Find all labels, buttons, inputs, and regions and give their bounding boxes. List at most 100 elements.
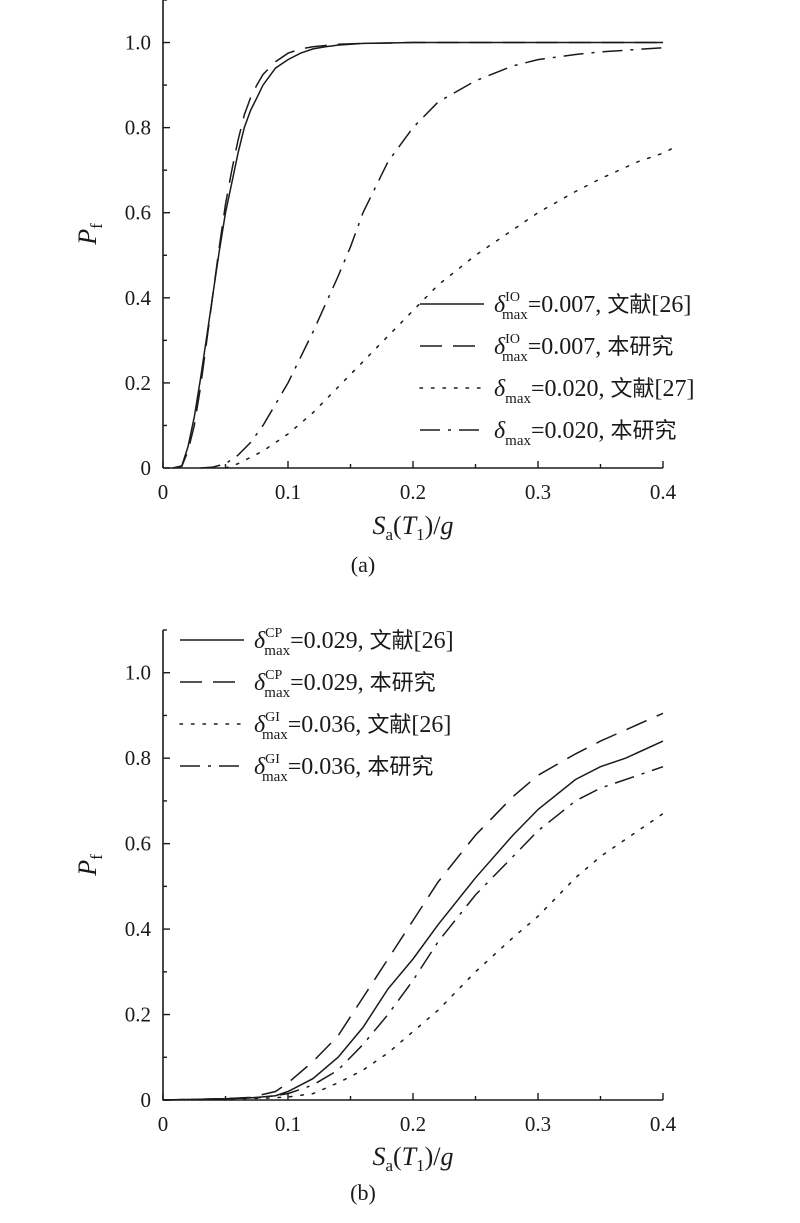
- y-tick-label: 0.2: [125, 371, 151, 395]
- legend-subscript: max: [262, 727, 288, 743]
- y-label-subscript: f: [87, 854, 106, 860]
- x-label-var-subscript: 1: [416, 1156, 425, 1175]
- y-tick-label: 0: [141, 1088, 152, 1112]
- x-axis-label: Sa(T1)/g: [372, 511, 453, 544]
- y-axis-label: Pf: [73, 223, 106, 246]
- x-label-var-subscript: 1: [416, 525, 425, 544]
- legend-superscript: GI: [265, 752, 280, 767]
- y-tick-label: 1.0: [125, 31, 151, 55]
- legend-subscript: max: [264, 685, 290, 701]
- legend-entry: δIO max=0.007, 本研究: [494, 332, 673, 365]
- legend-subscript: max: [502, 349, 528, 365]
- legend-value: =0.029,: [290, 670, 370, 696]
- panel-label: (a): [351, 552, 375, 577]
- y-label-subscript: f: [87, 223, 106, 229]
- x-label-main: S: [372, 511, 385, 540]
- legend-reference: [27]: [655, 376, 695, 402]
- x-label-paren: (: [393, 511, 402, 540]
- y-label-main: P: [73, 860, 102, 877]
- y-tick-label: 0.4: [125, 917, 152, 941]
- legend-reference: [26]: [411, 712, 451, 738]
- x-label-main: S: [372, 1142, 385, 1171]
- legend-value: =0.007,: [528, 292, 608, 318]
- y-tick-label: 1.0: [125, 661, 151, 685]
- legend: δIO max=0.007, 文献[26]δIO max=0.007, 本研究δma…: [419, 290, 695, 449]
- legend-symbol: δ: [494, 334, 506, 360]
- legend-entry: δCP max=0.029, 文献[26]: [254, 626, 454, 659]
- legend-value: =0.020,: [531, 376, 611, 402]
- y-tick-label: 0.6: [125, 201, 151, 225]
- x-tick-label: 0.3: [525, 480, 551, 504]
- legend-symbol: δ: [254, 712, 266, 738]
- legend-entry: δGI max=0.036, 文献[26]: [254, 710, 451, 743]
- legend-symbol: δ: [494, 376, 506, 402]
- series-line-solid: [172, 41, 663, 469]
- series-line-dotted: [162, 812, 664, 1101]
- x-label-rest: )/: [425, 511, 442, 540]
- legend-entry: δIO max=0.007, 文献[26]: [494, 290, 691, 323]
- x-label-var: T: [402, 511, 418, 540]
- x-axis-label: Sa(T1)/g: [372, 1142, 453, 1175]
- legend-superscript: CP: [265, 626, 282, 641]
- legend-entry: δmax=0.020, 本研究: [494, 418, 677, 449]
- legend-source: 文献: [607, 293, 651, 318]
- legend-superscript: GI: [265, 710, 280, 725]
- x-label-tail: g: [441, 1142, 454, 1171]
- x-label-subscript: a: [385, 1156, 393, 1175]
- legend-source: 文献: [370, 629, 414, 654]
- series-line-dashdot: [162, 765, 664, 1101]
- legend-value: =0.020,: [531, 418, 611, 444]
- legend-symbol: δ: [254, 628, 266, 654]
- legend-subscript: max: [264, 643, 290, 659]
- x-tick-label: 0.2: [400, 480, 426, 504]
- legend-symbol: δ: [254, 670, 266, 696]
- y-tick-label: 0.4: [125, 286, 152, 310]
- legend-subscript: max: [505, 433, 531, 449]
- legend-entry: δCP max=0.029, 本研究: [254, 668, 436, 701]
- legend-value: =0.036,: [288, 712, 368, 738]
- x-label-subscript: a: [385, 525, 393, 544]
- legend-entry: δmax=0.020, 文献[27]: [494, 376, 695, 407]
- x-tick-label: 0: [158, 1112, 169, 1136]
- legend-subscript: max: [502, 307, 528, 323]
- legend-source: 本研究: [367, 755, 433, 780]
- legend-superscript: CP: [265, 668, 282, 683]
- x-tick-label: 0.3: [525, 1112, 551, 1136]
- x-tick-label: 0: [158, 480, 169, 504]
- legend-symbol: δ: [254, 754, 266, 780]
- legend-source: 本研究: [370, 671, 436, 696]
- legend-reference: [26]: [651, 292, 691, 318]
- y-tick-label: 0.2: [125, 1003, 151, 1027]
- legend-superscript: IO: [505, 332, 520, 347]
- x-label-paren: (: [393, 1142, 402, 1171]
- x-label-var: T: [402, 1142, 418, 1171]
- y-label-main: P: [73, 229, 102, 246]
- y-tick-label: 0.8: [125, 116, 151, 140]
- x-tick-label: 0.4: [650, 480, 677, 504]
- legend: δCP max=0.029, 文献[26]δCP max=0.029, 本研究δGI…: [179, 626, 454, 785]
- x-tick-label: 0.4: [650, 1112, 677, 1136]
- y-tick-label: 0.6: [125, 832, 151, 856]
- legend-source: 本研究: [611, 419, 677, 444]
- legend-subscript: max: [262, 769, 288, 785]
- legend-symbol: δ: [494, 418, 506, 444]
- legend-value: =0.029,: [290, 628, 370, 654]
- y-tick-label: 0: [141, 456, 152, 480]
- legend-value: =0.036,: [288, 754, 368, 780]
- legend-source: 本研究: [607, 335, 673, 360]
- legend-superscript: IO: [505, 290, 520, 305]
- series-line-dashdot: [200, 46, 664, 469]
- panel-label: (b): [350, 1180, 376, 1205]
- y-tick-label: 0.8: [125, 746, 151, 770]
- x-tick-label: 0.1: [275, 1112, 301, 1136]
- legend-subscript: max: [505, 391, 531, 407]
- y-axis-label: Pf: [73, 854, 106, 877]
- legend-source: 文献: [611, 377, 655, 402]
- legend-reference: [26]: [414, 628, 454, 654]
- legend-value: =0.007,: [528, 334, 608, 360]
- x-tick-label: 0.2: [400, 1112, 426, 1136]
- series-line-dashed: [172, 41, 663, 469]
